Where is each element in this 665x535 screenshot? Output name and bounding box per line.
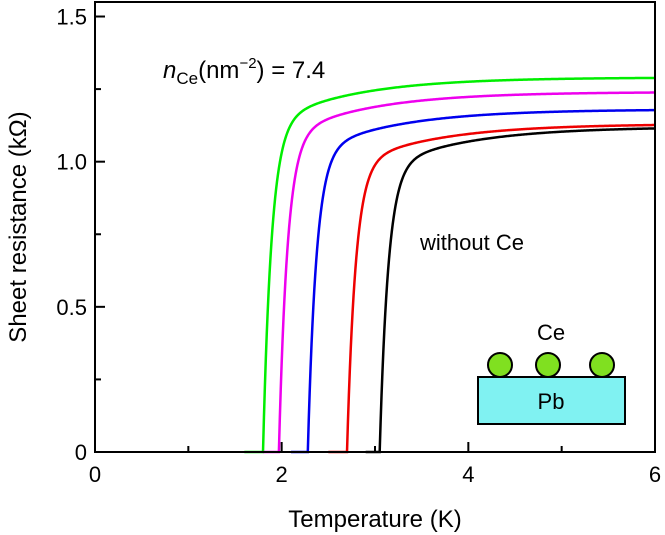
ticks-layer: 0 2 4 6 0 0.5 1.0 1.5 <box>56 5 661 487</box>
y-axis-title: Sheet resistance (kΩ) <box>5 111 32 342</box>
series-line-1 <box>244 76 656 454</box>
inset-substrate-label: Pb <box>538 389 565 414</box>
x-tick-label-3: 6 <box>649 462 661 487</box>
inset-schematic: Pb Ce <box>477 320 626 425</box>
y-tick-label-3: 1.5 <box>56 5 87 30</box>
series-line-5 <box>365 127 656 454</box>
series-line-3 <box>291 108 656 454</box>
series-line-4 <box>328 123 656 454</box>
x-tick-label-0: 0 <box>89 462 101 487</box>
y-tick-label-1: 0.5 <box>56 295 87 320</box>
inset-atom-3 <box>589 352 615 378</box>
density-annotation: nCe(nm−2) = 7.4 <box>163 55 325 88</box>
density-units-exponent: −2 <box>239 55 256 72</box>
inset-adatom-label: Ce <box>537 320 565 345</box>
density-units-open: (nm <box>198 57 239 84</box>
y-tick-label-0: 0 <box>75 440 87 465</box>
series-layer <box>244 76 656 454</box>
inset-substrate <box>477 376 626 425</box>
density-value: = 7.4 <box>265 57 326 84</box>
density-units-close: ) <box>257 57 265 84</box>
without-ce-label: without Ce <box>419 230 524 255</box>
density-subscript: Ce <box>176 69 198 88</box>
x-tick-label-2: 4 <box>462 462 474 487</box>
x-tick-label-1: 2 <box>276 462 288 487</box>
inset-atom-1 <box>487 352 513 378</box>
density-symbol: n <box>163 57 176 84</box>
y-tick-label-2: 1.0 <box>56 150 87 175</box>
inset-atom-2 <box>535 352 561 378</box>
series-line-2 <box>263 91 656 454</box>
x-axis-title: Temperature (K) <box>288 506 461 533</box>
